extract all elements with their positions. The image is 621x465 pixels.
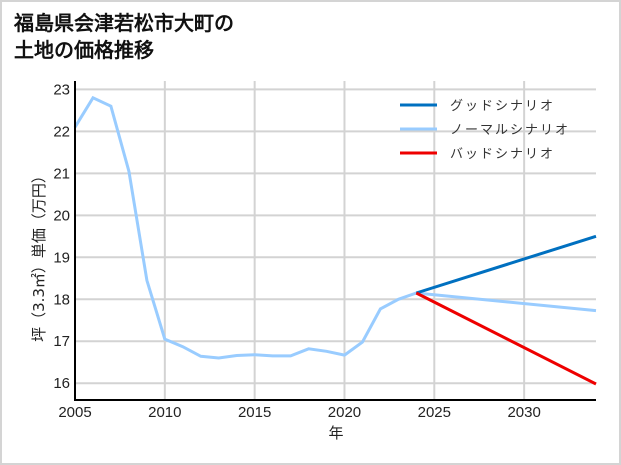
series-line [416,291,597,313]
x-axis-label: 年 [328,424,343,442]
y-tick-label: 21 [53,165,70,182]
y-tick-label: 18 [53,291,70,308]
x-tick-label: 2005 [58,404,91,421]
axes [74,81,596,401]
chart-title-line1: 福島県会津若松市大町の [14,11,234,35]
series-line [415,234,597,295]
y-tick-label: 20 [53,207,70,224]
x-tick-label: 2015 [238,404,271,421]
legend-label: グッドシナリオ [450,99,555,114]
x-tick-label: 2010 [148,404,181,421]
y-tick-label: 22 [53,123,70,140]
y-tick-label: 17 [53,333,70,350]
legend-label: バッドシナリオ [450,147,555,162]
x-tick-label: 2020 [328,404,361,421]
series-line [73,95,417,360]
series-line [415,291,597,386]
y-tick-label: 16 [53,375,70,392]
x-tick-label: 2025 [418,404,451,421]
y-axis-ticks: 16 17 18 19 20 21 22 23 [53,81,70,392]
y-tick-label: 23 [53,81,70,98]
data-lines [73,95,597,386]
x-axis-ticks: 2005 2010 2015 2020 2025 2030 [58,404,541,421]
grid-lines [75,81,596,400]
x-tick-label: 2030 [507,404,540,421]
y-axis-label: 坪（3.3㎡）単価（万円） [30,168,48,342]
legend-label: ノーマルシナリオ [450,123,570,138]
y-tick-label: 19 [53,249,70,266]
chart-title-line2: 土地の価格推移 [14,38,154,62]
chart-title: 福島県会津若松市大町の 土地の価格推移 [14,10,234,64]
